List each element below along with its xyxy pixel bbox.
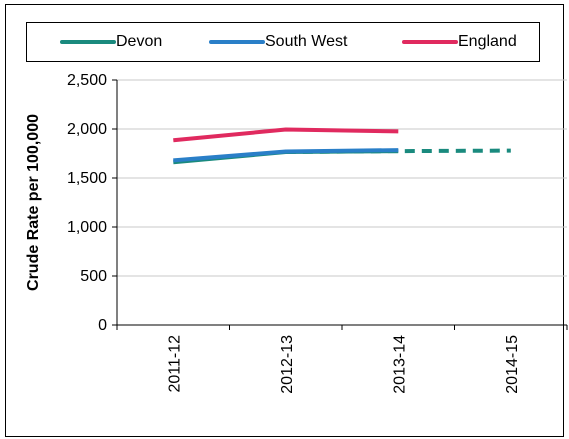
x-tick-label-2013-14: 2013-14 [391, 335, 408, 394]
y-tick-label-3: 1,500 [67, 170, 107, 187]
x-tick-label-2014-15: 2014-15 [504, 335, 521, 394]
series-line-south-west [173, 148, 399, 163]
y-tick-label-5: 2,500 [67, 72, 107, 89]
series-line-england [173, 127, 399, 143]
legend: Devon South West England [26, 22, 540, 62]
y-tick-label-0: 0 [98, 317, 107, 334]
legend-label-england: England [458, 33, 517, 50]
legend-swatch-devon [60, 40, 116, 44]
y-axis-title: Crude Rate per 100,000 [25, 114, 42, 291]
y-tick-label-1: 500 [80, 268, 107, 285]
x-tick-label-2012-13: 2012-13 [279, 335, 296, 394]
y-tick-label-2: 1,000 [67, 219, 107, 236]
x-tick-label-2011-12: 2011-12 [166, 335, 183, 393]
chart-frame [5, 4, 564, 437]
legend-swatch-england [402, 40, 458, 44]
legend-label-devon: Devon [116, 33, 163, 50]
legend-label-south-west: South West [265, 33, 348, 50]
y-tick-label-4: 2,000 [67, 121, 107, 138]
legend-swatch-south-west [209, 40, 265, 44]
